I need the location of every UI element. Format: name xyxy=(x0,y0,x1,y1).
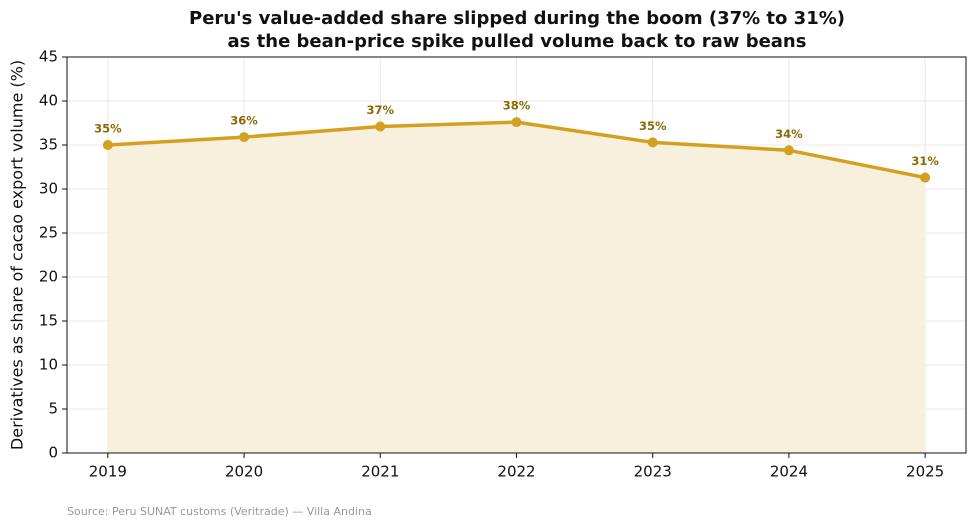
chart-title: as the bean-price spike pulled volume ba… xyxy=(228,31,807,52)
y-tick-label: 40 xyxy=(39,92,58,110)
data-label: 36% xyxy=(230,114,258,128)
point xyxy=(102,140,113,150)
data-label: 38% xyxy=(503,99,531,113)
x-tick-label: 2025 xyxy=(906,463,944,481)
data-label: 35% xyxy=(639,119,667,133)
chart-title: Peru's value-added share slipped during … xyxy=(189,8,845,29)
area xyxy=(107,122,926,454)
y-axis-label: Derivatives as share of cacao export vol… xyxy=(8,60,27,450)
point xyxy=(783,145,794,156)
y-tick-label: 20 xyxy=(39,268,58,286)
point xyxy=(511,117,522,128)
y-tick-label: 35 xyxy=(39,136,58,154)
point xyxy=(375,121,386,132)
data-label: 31% xyxy=(911,154,939,168)
y-tick-label: 25 xyxy=(39,224,58,242)
data-label: 34% xyxy=(775,127,803,141)
x-tick-label: 2021 xyxy=(361,463,399,481)
data-label: 37% xyxy=(367,103,395,117)
x-tick-label: 2019 xyxy=(89,463,127,481)
y-tick-label: 45 xyxy=(39,48,58,66)
source-note: Source: Peru SUNAT customs (Veritrade) —… xyxy=(67,505,372,518)
point xyxy=(920,172,931,183)
x-tick-label: 2023 xyxy=(634,463,672,481)
point xyxy=(239,132,250,143)
data-label: 35% xyxy=(94,122,122,136)
y-tick-label: 30 xyxy=(39,180,58,198)
x-tick-label: 2024 xyxy=(770,463,808,481)
y-tick-label: 10 xyxy=(39,356,58,374)
y-tick-label: 5 xyxy=(48,400,58,418)
y-tick-label: 0 xyxy=(48,444,58,462)
point xyxy=(647,137,658,148)
plot-frame xyxy=(66,56,967,454)
y-tick-label: 15 xyxy=(39,312,58,330)
x-tick-label: 2020 xyxy=(225,463,263,481)
x-tick-label: 2022 xyxy=(497,463,535,481)
